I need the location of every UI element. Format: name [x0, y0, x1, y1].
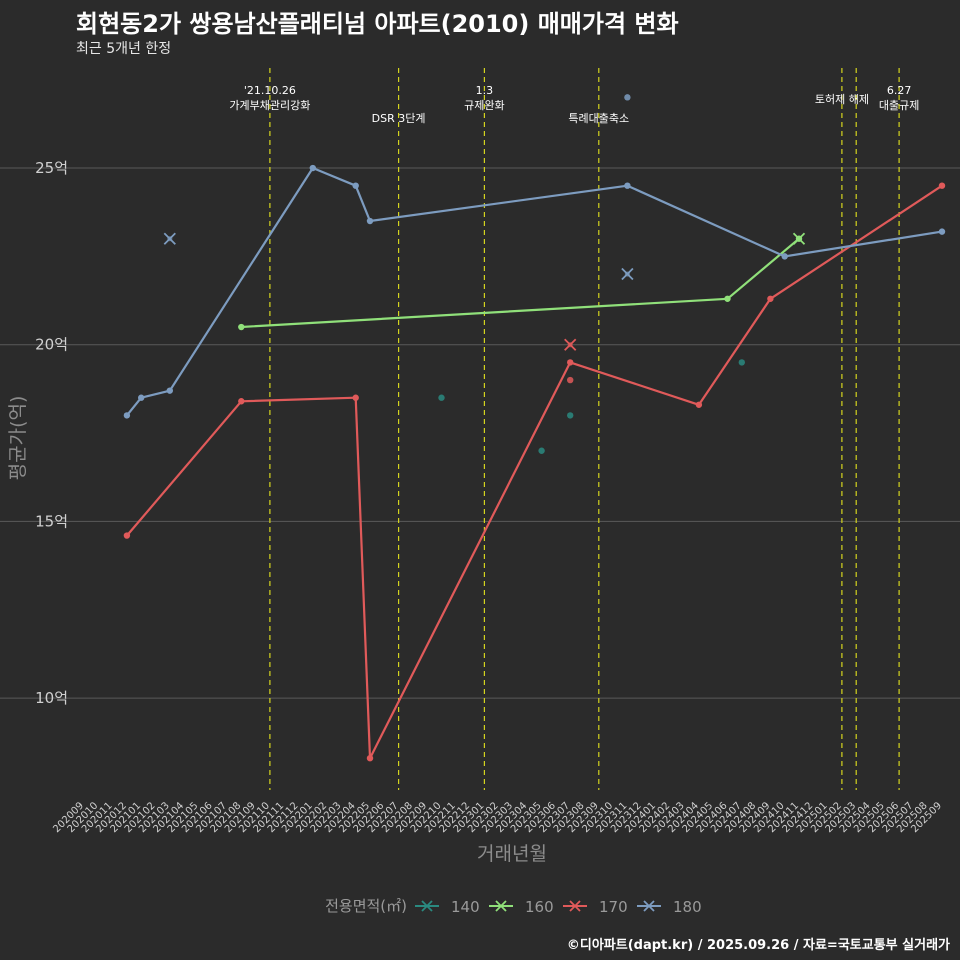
event-label: 대출규제: [879, 99, 919, 112]
event-label: 가계부채관리강화: [229, 99, 310, 112]
series-cross-center-160: [796, 236, 802, 242]
y-tick-label: 10억: [35, 689, 68, 707]
y-tick-label: 25억: [35, 159, 68, 177]
event-label: DSR 3단계: [372, 112, 426, 125]
series-point-170: [366, 754, 374, 762]
event-label: 특례대출축소: [568, 112, 629, 125]
series-point-170: [767, 295, 774, 302]
series-point-140: [567, 412, 574, 419]
legend-label-170: 170: [599, 898, 628, 916]
source-caption: ©디아파트(dapt.kr) / 2025.09.26 / 자료=국토교통부 실…: [566, 938, 950, 953]
event-label: 토허제 해제: [815, 92, 869, 106]
series-point-170: [238, 398, 245, 405]
grid-lines: [0, 167, 960, 699]
series-point-170: [567, 376, 574, 384]
series-point-140: [438, 394, 445, 401]
x-axis-title: 거래년월: [477, 843, 547, 865]
event-label: 6.27: [887, 84, 912, 97]
chart-subtitle: 최근 5개년 한정: [76, 41, 172, 57]
series-point-170: [352, 394, 359, 401]
series-line-170: [126, 184, 943, 760]
legend-key-cross-160: [495, 900, 507, 912]
series-line-180: [126, 166, 943, 417]
y-tick-label: 15억: [35, 512, 68, 530]
series-point-160: [724, 295, 731, 302]
policy-event-lines: [269, 68, 900, 790]
series-cross-center-180: [624, 271, 631, 277]
event-label: 1.3: [476, 84, 494, 97]
series-point-170: [123, 532, 131, 539]
series-point-180: [624, 94, 631, 101]
series-point-160: [238, 323, 245, 331]
series-point-170: [567, 359, 574, 366]
legend-key-cross-140: [421, 900, 433, 912]
series-point-180: [366, 217, 374, 225]
chart-title: 회현동2가 쌍용남산플래티넘 아파트(2010) 매매가격 변화: [76, 10, 679, 38]
series-line-160: [241, 237, 800, 329]
series-point-180: [352, 182, 359, 189]
series-point-180: [938, 228, 946, 235]
x-axis-ticks: 2020092020102020112020122021012021022021…: [51, 800, 944, 835]
y-axis-title: 평균가(억): [7, 396, 29, 481]
legend-label-160: 160: [525, 898, 554, 916]
legend-label-180: 180: [673, 898, 702, 916]
y-tick-label: 20억: [35, 336, 68, 354]
series-point-180: [309, 164, 316, 172]
series-cross-center-180: [167, 236, 173, 242]
event-label: 규제완화: [464, 99, 504, 112]
legend: 전용면적(㎡) 140 160 170 180: [325, 897, 702, 916]
legend-key-cross-180: [643, 900, 655, 912]
series-point-140: [538, 447, 545, 454]
event-label: '21.10.26: [244, 84, 296, 97]
legend-key-cross-170: [569, 900, 581, 912]
series-point-170: [938, 182, 946, 189]
y-axis-ticks: 10억 15억 20억 25억: [35, 159, 68, 707]
series-point-180: [166, 387, 173, 394]
legend-label-140: 140: [451, 898, 480, 916]
series-point-180: [123, 412, 131, 419]
series-point-180: [624, 182, 631, 189]
legend-title: 전용면적(㎡): [325, 897, 407, 915]
series-point-180: [138, 394, 145, 401]
series-cross-center-170: [567, 342, 573, 348]
series-layer: [123, 94, 946, 762]
series-point-140: [738, 359, 745, 366]
series-point-170: [695, 401, 703, 408]
series-point-180: [781, 253, 788, 260]
